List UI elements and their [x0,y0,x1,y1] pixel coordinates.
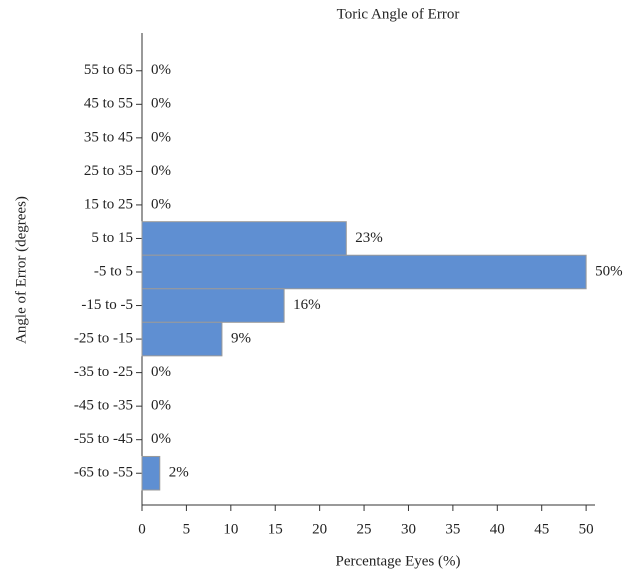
value-label: 0% [151,163,171,179]
y-tick-label: -65 to -55 [74,465,133,481]
value-label: 0% [151,398,171,414]
y-tick-label: -25 to -15 [74,331,133,347]
x-tick-label: 10 [223,521,238,537]
y-tick-label: -45 to -35 [74,398,133,414]
y-tick-label: -5 to 5 [94,263,133,279]
x-tick-label: 45 [534,521,549,537]
value-label: 9% [231,331,251,347]
value-label: 0% [151,129,171,145]
x-axis-label: Percentage Eyes (%) [336,553,461,569]
value-label: 0% [151,364,171,380]
x-tick-label: 20 [312,521,327,537]
x-tick-label: 5 [183,521,191,537]
y-axis-label: Angle of Error (degrees) [13,196,29,344]
value-label: 23% [355,230,383,246]
value-label: 0% [151,62,171,78]
y-tick-label: -35 to -25 [74,364,133,380]
x-tick-label: 30 [401,521,416,537]
value-label: 16% [293,297,321,313]
x-tick-label: 35 [445,521,460,537]
bar [141,455,161,491]
x-tick-label: 15 [268,521,283,537]
x-tick-label: 25 [357,521,372,537]
value-label: 0% [151,431,171,447]
chart-title: Toric Angle of Error [337,6,460,22]
x-tick-label: 0 [138,521,146,537]
value-label: 0% [151,96,171,112]
y-tick-label: 45 to 55 [84,96,133,112]
x-tick-label: 50 [579,521,594,537]
value-label: 0% [151,196,171,212]
x-tick-label: 40 [490,521,505,537]
y-tick-label: 15 to 25 [84,196,133,212]
y-tick-label: -55 to -45 [74,431,133,447]
y-tick-label: 35 to 45 [84,129,133,145]
bar [141,221,347,256]
bar [141,254,587,290]
bar [141,288,285,323]
value-label: 50% [595,263,623,279]
bar [141,321,223,357]
value-label: 2% [169,465,189,481]
y-tick-label: 55 to 65 [84,62,133,78]
y-tick-label: 5 to 15 [91,230,133,246]
y-tick-label: 25 to 35 [84,163,133,179]
y-tick-label: -15 to -5 [81,297,133,313]
